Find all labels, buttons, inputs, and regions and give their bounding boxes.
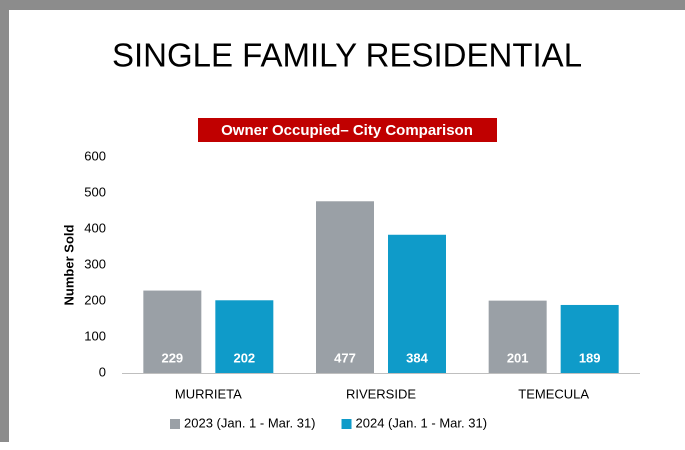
bar (488, 300, 547, 373)
data-label: 201 (507, 350, 529, 365)
data-label: 384 (406, 350, 428, 365)
x-tick-label: MURRIETA (175, 386, 242, 401)
legend-label: 2023 (Jan. 1 - Mar. 31) (184, 415, 316, 430)
x-tick-label: TEMECULA (518, 386, 589, 401)
frame-top (0, 0, 685, 10)
y-tick-label: 500 (84, 184, 106, 199)
bar (215, 300, 274, 373)
data-label: 229 (161, 350, 183, 365)
y-tick-label: 300 (84, 256, 106, 271)
data-label: 477 (334, 350, 356, 365)
x-tick-label: RIVERSIDE (346, 386, 416, 401)
y-axis-label: Number Sold (61, 224, 76, 305)
bar (143, 290, 202, 373)
y-tick-label: 0 (99, 364, 106, 379)
data-label: 189 (579, 350, 601, 365)
legend-swatch (170, 419, 180, 429)
y-tick-label: 600 (84, 148, 106, 163)
y-tick-label: 200 (84, 292, 106, 307)
chart-subtitle: Owner Occupied– City Comparison (221, 122, 473, 139)
page-title: SINGLE FAMILY RESIDENTIAL (112, 37, 582, 74)
y-tick-label: 100 (84, 328, 106, 343)
data-label: 202 (233, 350, 255, 365)
bar (316, 201, 374, 373)
legend-label: 2024 (Jan. 1 - Mar. 31) (356, 415, 488, 430)
bar (560, 304, 619, 373)
legend-swatch (341, 419, 352, 429)
subtitle-banner (198, 118, 497, 142)
y-tick-label: 400 (84, 220, 106, 235)
bar (388, 234, 446, 373)
frame-left (0, 0, 9, 442)
